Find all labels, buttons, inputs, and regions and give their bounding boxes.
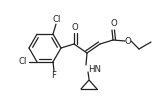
Text: O: O: [110, 20, 117, 29]
Text: F: F: [51, 71, 56, 80]
Text: HN: HN: [88, 64, 101, 73]
Text: O: O: [125, 36, 131, 45]
Text: O: O: [72, 22, 78, 31]
Text: Cl: Cl: [19, 57, 27, 66]
Text: Cl: Cl: [53, 15, 61, 24]
